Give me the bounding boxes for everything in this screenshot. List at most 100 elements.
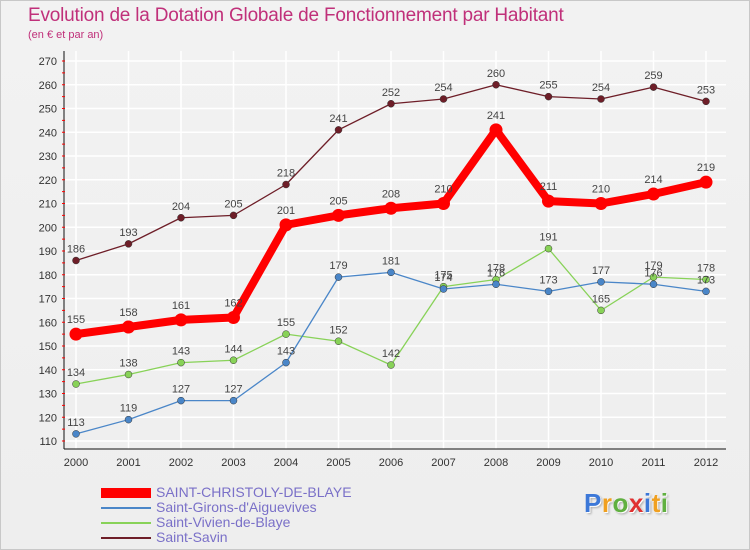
x-tick-label: 2007 [431, 457, 455, 469]
data-label: 193 [119, 227, 137, 239]
data-point-saint-vivien-de-blaye [124, 370, 133, 379]
data-point-saint-vivien-de-blaye [282, 330, 290, 338]
data-label: 181 [382, 255, 400, 267]
x-tick-label: 2009 [536, 457, 560, 469]
x-tick-label: 2002 [169, 457, 193, 469]
data-point-saint-vivien-de-blaye [177, 358, 185, 367]
data-point-saint-savin [649, 83, 658, 91]
data-label: 219 [697, 162, 715, 174]
data-point-saint-christoly-de-blaye [699, 175, 713, 189]
data-point-saint-girons-d-aiguevives [492, 280, 500, 288]
data-point-saint-girons-d-aiguevives [597, 278, 605, 286]
data-point-saint-savin [702, 97, 710, 106]
data-point-saint-girons-d-aiguevives [177, 396, 185, 405]
data-label: 134 [67, 367, 85, 379]
data-label: 152 [329, 324, 347, 336]
data-label: 165 [592, 293, 610, 305]
data-point-saint-vivien-de-blaye [387, 361, 395, 369]
data-point-saint-christoly-de-blaye [384, 201, 398, 215]
data-label: 144 [224, 343, 242, 355]
data-label: 241 [487, 110, 505, 122]
data-label: 119 [120, 403, 138, 415]
line-chart: 110 120 130 140 150 160 170 180 190 200 210 220 230 2… [39, 51, 726, 469]
data-label: 218 [277, 168, 295, 180]
data-point-saint-girons-d-aiguevives [334, 273, 343, 281]
x-tick-label: 2012 [694, 457, 718, 469]
x-axis-ticks: 2000 2001 2002 2003 2004 2005 2006 2007 2008 2009… [64, 457, 718, 469]
data-label: 201 [277, 205, 295, 217]
x-tick-label: 2005 [326, 457, 350, 469]
data-point-saint-savin [597, 95, 605, 103]
chart-title: Evolution de la Dotation Globale de Fonc… [28, 5, 564, 26]
x-tick-label: 2004 [274, 457, 298, 469]
y-tick-label: 180 [39, 270, 57, 282]
data-label: 162 [224, 298, 242, 310]
legend-item-saint-savin: Saint-Savin [101, 530, 401, 545]
data-label: 143 [277, 346, 295, 358]
data-label: 205 [224, 198, 242, 210]
data-point-saint-vivien-de-blaye [702, 275, 710, 284]
chart-subtitle: (en € et par an) [28, 29, 104, 41]
x-tick-label: 2008 [484, 457, 508, 469]
data-point-saint-christoly-de-blaye [647, 187, 660, 201]
x-tick-label: 2003 [221, 457, 245, 469]
data-label: 176 [487, 267, 505, 279]
series-layer [69, 81, 713, 438]
data-label: 176 [644, 267, 662, 279]
y-tick-label: 190 [39, 246, 57, 258]
data-point-saint-girons-d-aiguevives [544, 287, 553, 296]
data-label: 158 [119, 307, 137, 319]
data-label: 179 [329, 260, 347, 272]
logo-letter: P [584, 488, 602, 518]
grid-lines [64, 51, 726, 449]
data-label: 205 [329, 195, 347, 207]
data-label: 255 [539, 80, 557, 92]
data-label: 127 [172, 384, 190, 396]
data-label: 179 [644, 260, 662, 272]
data-label: 253 [697, 84, 715, 96]
logo-letter: t [651, 488, 661, 518]
data-label: 211 [540, 181, 558, 193]
data-point-saint-christoly-de-blaye [489, 123, 503, 137]
data-point-saint-girons-d-aiguevives [72, 430, 80, 438]
data-label: 142 [382, 348, 400, 360]
legend-label: SAINT-CHRISTOLY-DE-BLAYE [156, 484, 352, 500]
x-tick-label: 2000 [64, 457, 88, 469]
data-point-saint-savin [124, 240, 133, 248]
data-point-saint-girons-d-aiguevives [124, 415, 133, 424]
logo-letter: i [660, 488, 669, 518]
data-point-saint-christoly-de-blaye [227, 311, 240, 324]
data-point-saint-christoly-de-blaye [437, 197, 450, 210]
x-tick-label: 2001 [116, 457, 140, 469]
data-point-saint-girons-d-aiguevives [649, 280, 658, 288]
data-point-saint-christoly-de-blaye [122, 320, 135, 334]
y-axis-ticks: 110 120 130 140 150 160 170 180 190 200 210 220 230 2… [39, 56, 57, 448]
data-label: 178 [697, 263, 715, 275]
data-point-saint-girons-d-aiguevives [387, 268, 395, 277]
data-point-saint-savin [229, 211, 238, 220]
data-point-saint-christoly-de-blaye [542, 194, 555, 208]
data-point-saint-christoly-de-blaye [332, 208, 345, 222]
data-point-saint-christoly-de-blaye [69, 327, 83, 341]
data-label: 191 [539, 232, 557, 244]
y-tick-label: 230 [39, 151, 57, 163]
data-point-saint-savin [282, 180, 290, 189]
x-tick-label: 2011 [642, 457, 666, 469]
y-tick-label: 220 [39, 175, 57, 187]
data-point-saint-savin [439, 95, 448, 103]
data-label: 252 [382, 87, 400, 99]
data-label: 259 [644, 70, 662, 82]
data-label: 208 [382, 188, 400, 200]
data-point-saint-girons-d-aiguevives [439, 285, 448, 293]
data-labels-layer: 186 193 204 205 218 241 252 254 260 255 254 259 253 1… [67, 68, 715, 429]
x-tick-label: 2010 [589, 457, 613, 469]
legend-swatch [101, 522, 151, 524]
data-point-saint-christoly-de-blaye [279, 218, 293, 232]
data-label: 178 [487, 263, 505, 275]
y-tick-label: 110 [39, 436, 57, 448]
data-point-saint-savin [492, 81, 500, 89]
data-point-saint-girons-d-aiguevives [702, 287, 710, 296]
y-tick-label: 200 [39, 222, 57, 234]
data-point-saint-savin [177, 214, 185, 222]
data-label: 210 [434, 184, 452, 196]
